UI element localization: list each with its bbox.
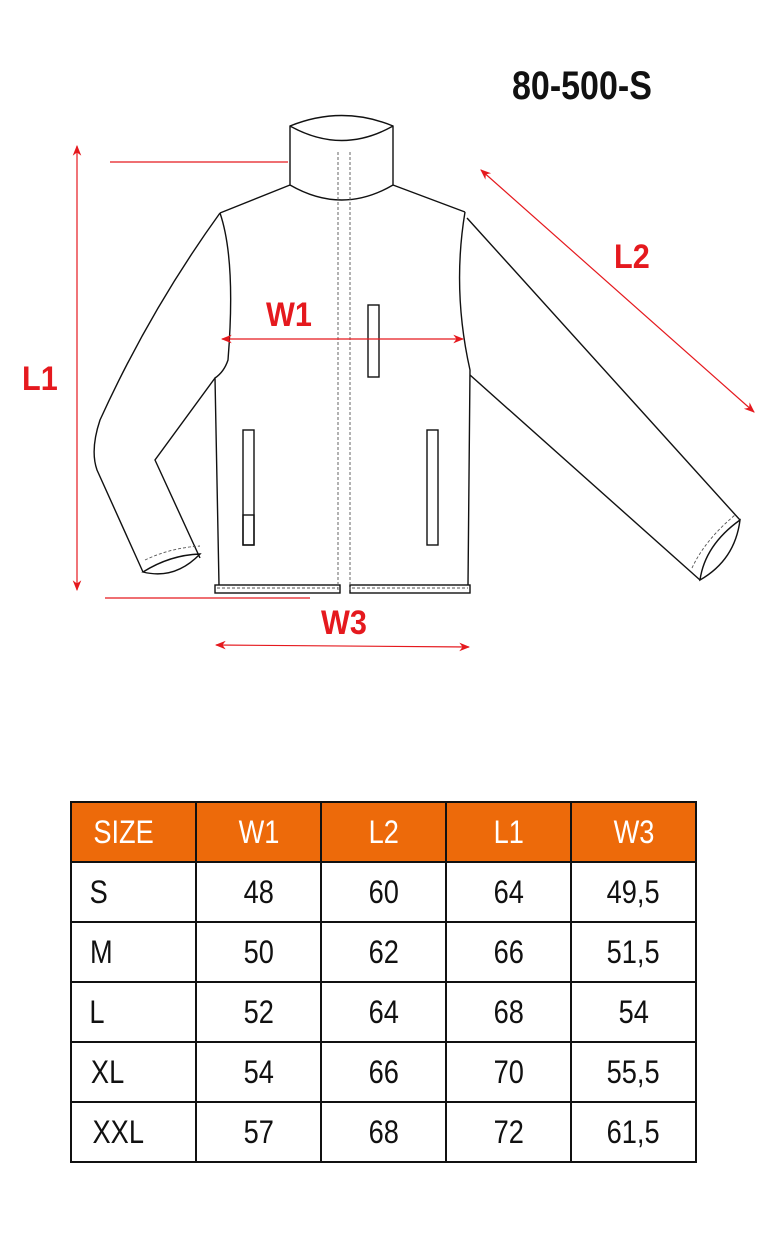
table-cell: 64 [445,861,572,923]
size-cell: S [70,861,197,923]
table-cell: 49,5 [570,861,697,923]
table-cell: 68 [445,981,572,1043]
label-w3: W3 [321,604,367,642]
table-cell: 60 [320,861,447,923]
table-row: M 50 62 66 51,5 [70,921,697,983]
label-l2: L2 [614,238,650,276]
size-cell: XXL [70,1101,197,1163]
table-cell: 57 [195,1101,322,1163]
table-row: S 48 60 64 49,5 [70,861,697,923]
size-cell: M [70,921,197,983]
header-cell: L1 [445,801,572,863]
zipper-stitching [144,152,736,590]
label-l1: L1 [22,360,58,398]
l2-arrow [480,169,755,413]
table-cell: 54 [195,1041,322,1103]
w3-arrow [214,640,471,652]
product-code: 80-500-S [512,64,652,108]
table-cell: 55,5 [570,1041,697,1103]
table-cell: 52 [195,981,322,1043]
table-header-row: SIZE W1 L2 L1 W3 [70,801,697,863]
measurement-lines [72,144,755,652]
table-cell: 68 [320,1101,447,1163]
table-cell: 54 [570,981,697,1043]
jacket-outline [93,114,741,594]
header-cell: SIZE [70,801,197,863]
table-cell: 72 [445,1101,572,1163]
size-cell: L [70,981,197,1043]
table-cell: 70 [445,1041,572,1103]
table-cell: 66 [445,921,572,983]
header-cell: W1 [195,801,322,863]
table-cell: 61,5 [570,1101,697,1163]
header-cell: L2 [320,801,447,863]
size-table: SIZE W1 L2 L1 W3 S 48 60 64 49,5 M 50 62… [70,801,697,1163]
label-w1: W1 [266,296,312,334]
header-cell: W3 [570,801,697,863]
table-cell: 51,5 [570,921,697,983]
table-cell: 64 [320,981,447,1043]
table-cell: 66 [320,1041,447,1103]
table-cell: 48 [195,861,322,923]
jacket-diagram [72,114,755,652]
size-cell: XL [70,1041,197,1103]
table-cell: 62 [320,921,447,983]
table-row: XL 54 66 70 55,5 [70,1041,697,1103]
table-cell: 50 [195,921,322,983]
table-row: L 52 64 68 54 [70,981,697,1043]
table-row: XXL 57 68 72 61,5 [70,1101,697,1163]
